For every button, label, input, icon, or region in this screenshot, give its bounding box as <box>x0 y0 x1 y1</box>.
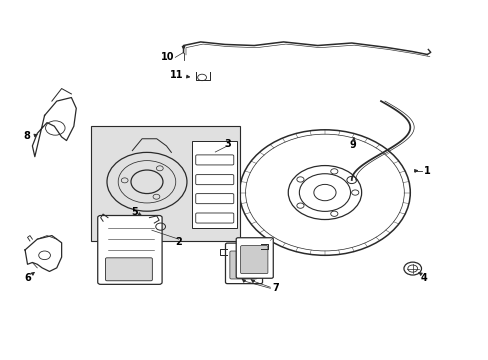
FancyBboxPatch shape <box>98 216 162 284</box>
Text: 4: 4 <box>420 273 427 283</box>
Bar <box>91 126 239 241</box>
Bar <box>192 140 237 228</box>
FancyBboxPatch shape <box>229 251 257 279</box>
Text: 3: 3 <box>224 139 230 149</box>
FancyBboxPatch shape <box>236 238 273 278</box>
FancyBboxPatch shape <box>240 246 267 274</box>
Text: 9: 9 <box>348 140 355 150</box>
Text: 1: 1 <box>423 166 430 176</box>
FancyBboxPatch shape <box>195 155 233 165</box>
FancyBboxPatch shape <box>195 175 233 185</box>
Text: 5: 5 <box>131 207 138 217</box>
Text: 10: 10 <box>161 52 174 62</box>
FancyBboxPatch shape <box>195 194 233 204</box>
FancyBboxPatch shape <box>105 258 152 281</box>
FancyBboxPatch shape <box>225 243 262 284</box>
Text: 7: 7 <box>272 283 279 293</box>
Text: 2: 2 <box>175 237 182 247</box>
FancyBboxPatch shape <box>195 213 233 223</box>
Text: 6: 6 <box>24 273 31 283</box>
Text: 11: 11 <box>169 70 183 80</box>
Text: 8: 8 <box>23 131 30 141</box>
